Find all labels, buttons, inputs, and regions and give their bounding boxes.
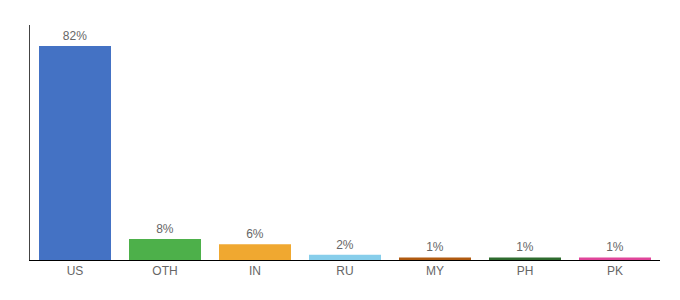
- svg-text:1%: 1%: [516, 240, 534, 254]
- svg-text:US: US: [67, 264, 84, 278]
- svg-text:PH: PH: [517, 264, 534, 278]
- svg-text:2%: 2%: [336, 238, 354, 252]
- svg-text:MY: MY: [426, 264, 444, 278]
- svg-text:8%: 8%: [156, 222, 174, 236]
- svg-text:PK: PK: [607, 264, 623, 278]
- svg-text:6%: 6%: [246, 227, 264, 241]
- svg-text:OTH: OTH: [152, 264, 177, 278]
- svg-text:1%: 1%: [426, 240, 444, 254]
- svg-text:82%: 82%: [63, 29, 87, 43]
- svg-text:IN: IN: [249, 264, 261, 278]
- svg-text:RU: RU: [336, 264, 353, 278]
- svg-text:1%: 1%: [606, 240, 624, 254]
